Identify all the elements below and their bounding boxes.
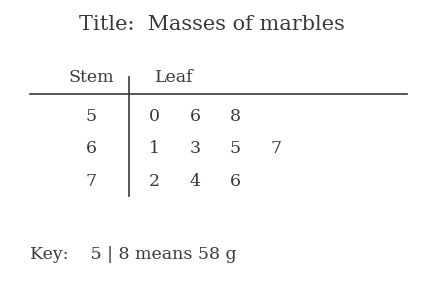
Text: Stem: Stem: [68, 69, 114, 86]
Text: Title:  Masses of marbles: Title: Masses of marbles: [79, 15, 345, 34]
Text: 4: 4: [190, 173, 201, 190]
Text: 3: 3: [190, 140, 201, 157]
Text: 7: 7: [86, 173, 97, 190]
Text: 5: 5: [230, 140, 241, 157]
Text: 6: 6: [230, 173, 241, 190]
Text: 0: 0: [149, 108, 160, 125]
Text: 1: 1: [149, 140, 160, 157]
Text: 7: 7: [270, 140, 281, 157]
Text: Leaf: Leaf: [155, 69, 193, 86]
Text: 6: 6: [86, 140, 97, 157]
Text: 6: 6: [190, 108, 201, 125]
Text: 2: 2: [149, 173, 160, 190]
Text: Key:    5 | 8 means 58 g: Key: 5 | 8 means 58 g: [30, 246, 236, 263]
Text: 8: 8: [230, 108, 241, 125]
Text: 5: 5: [86, 108, 97, 125]
